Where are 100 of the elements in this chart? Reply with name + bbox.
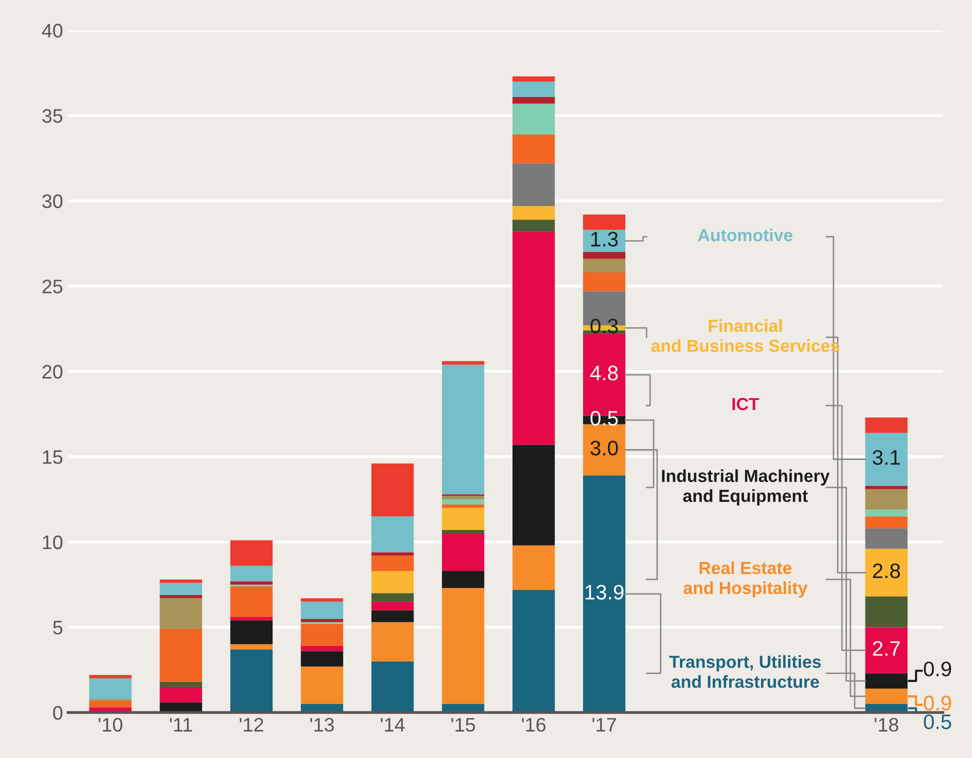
bar bbox=[512, 232, 555, 445]
bar bbox=[371, 570, 414, 594]
bar bbox=[230, 581, 273, 585]
bar bbox=[230, 566, 273, 582]
bar bbox=[865, 432, 908, 486]
data-label: 0.9 bbox=[924, 696, 952, 710]
bar bbox=[160, 686, 202, 702]
bar bbox=[442, 364, 484, 494]
bar bbox=[512, 104, 555, 134]
data-label: 1.3 bbox=[591, 232, 618, 247]
bar bbox=[865, 528, 908, 549]
bar bbox=[512, 163, 555, 206]
y-tick-label: 10 bbox=[43, 535, 62, 550]
bar bbox=[371, 552, 414, 556]
bar bbox=[583, 258, 626, 272]
y-tick-label: 35 bbox=[42, 109, 62, 123]
bar bbox=[442, 361, 484, 365]
bar bbox=[300, 618, 344, 622]
data-label: 4.8 bbox=[590, 366, 618, 380]
bar bbox=[230, 620, 273, 644]
bar bbox=[160, 598, 202, 629]
bar bbox=[230, 540, 273, 566]
bar bbox=[371, 610, 414, 622]
x-tick-label: '10 bbox=[98, 718, 122, 732]
bar bbox=[371, 593, 414, 602]
text: Real Estate and Hospitality bbox=[684, 561, 808, 598]
bar bbox=[230, 586, 273, 618]
bar bbox=[300, 624, 344, 646]
bar bbox=[442, 530, 484, 534]
bar bbox=[160, 579, 202, 583]
text: ICT bbox=[732, 398, 760, 410]
x-tick-label: '17 bbox=[592, 718, 616, 732]
bar bbox=[160, 628, 202, 682]
bar bbox=[371, 464, 414, 516]
y-tick-label: 0 bbox=[53, 706, 62, 720]
bar bbox=[865, 489, 908, 510]
data-label: 2.8 bbox=[872, 564, 900, 578]
bar bbox=[300, 602, 344, 619]
y-tick-label: 5 bbox=[53, 620, 62, 634]
bar bbox=[300, 646, 344, 652]
bar bbox=[512, 81, 555, 97]
bar bbox=[583, 272, 626, 292]
bar bbox=[583, 424, 626, 476]
bar bbox=[442, 570, 484, 588]
y-tick-label: 25 bbox=[42, 280, 62, 294]
bar bbox=[160, 682, 202, 687]
bar bbox=[442, 588, 484, 704]
y-tick-label: 40 bbox=[42, 24, 62, 38]
bar bbox=[160, 594, 202, 598]
text: Transport, Utilities and Infrastructure bbox=[669, 655, 821, 688]
bar bbox=[865, 596, 908, 628]
bar bbox=[300, 666, 344, 704]
bar bbox=[865, 627, 908, 674]
bar bbox=[512, 76, 555, 82]
bar bbox=[865, 510, 908, 516]
bar bbox=[865, 516, 908, 528]
x-tick-label: '11 bbox=[170, 718, 192, 732]
bar bbox=[583, 252, 626, 259]
data-label: 0.9 bbox=[924, 662, 952, 676]
y-tick-label: 20 bbox=[42, 364, 62, 379]
bar bbox=[442, 533, 484, 571]
bar bbox=[865, 486, 908, 490]
x-tick-label: '13 bbox=[310, 718, 334, 732]
bar bbox=[89, 700, 132, 708]
bar bbox=[300, 651, 344, 666]
bar bbox=[865, 417, 908, 433]
bar bbox=[583, 214, 626, 230]
bar bbox=[89, 675, 132, 678]
x-tick-label: '18 bbox=[874, 718, 898, 732]
y-tick-label: 15 bbox=[43, 450, 62, 464]
data-label: 3.1 bbox=[872, 450, 900, 465]
bar bbox=[512, 220, 555, 232]
bar bbox=[371, 622, 414, 662]
text: Industrial Machinery and Equipment bbox=[662, 469, 830, 506]
bar bbox=[442, 499, 484, 504]
bar bbox=[442, 496, 484, 500]
bar bbox=[583, 475, 626, 713]
bar bbox=[512, 444, 555, 546]
data-label: 2.7 bbox=[872, 641, 900, 656]
bar bbox=[371, 556, 414, 571]
bar bbox=[89, 678, 132, 699]
text: Automotive bbox=[698, 228, 792, 242]
bar bbox=[512, 590, 555, 713]
x-tick-label: '15 bbox=[451, 718, 475, 732]
bar bbox=[371, 602, 414, 610]
bar bbox=[442, 508, 484, 530]
bar bbox=[371, 661, 414, 713]
data-label: 3.0 bbox=[590, 440, 618, 456]
data-label: 0.5 bbox=[924, 714, 952, 730]
data-label: 13.9 bbox=[586, 584, 624, 600]
bar bbox=[230, 649, 273, 713]
x-tick-label: '16 bbox=[522, 718, 546, 732]
bar bbox=[865, 548, 908, 597]
bar bbox=[442, 504, 484, 508]
x-tick-label: '14 bbox=[380, 718, 405, 732]
y-tick-label: 30 bbox=[42, 194, 62, 208]
bar bbox=[230, 617, 273, 620]
bar bbox=[371, 516, 414, 552]
bar bbox=[512, 206, 555, 220]
x-tick-label: '12 bbox=[240, 718, 264, 732]
